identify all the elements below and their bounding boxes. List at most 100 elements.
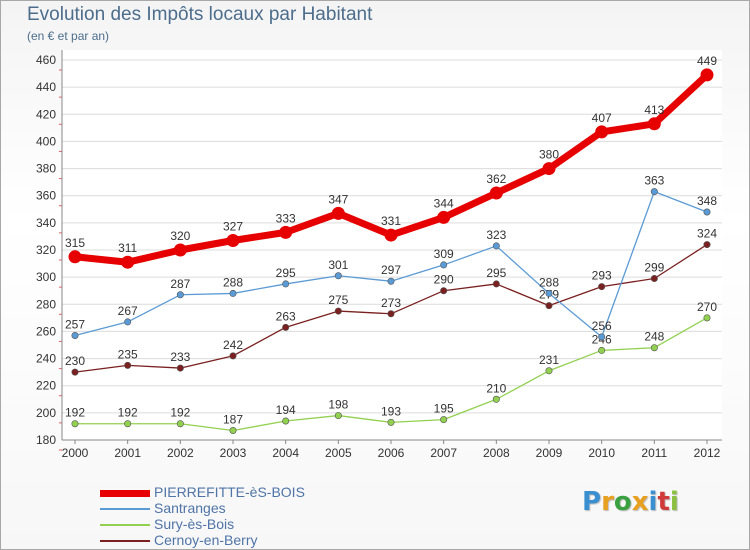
data-label: 311 (118, 241, 137, 255)
data-point (440, 261, 448, 269)
y-tick-label: 420 (36, 107, 56, 121)
data-point (492, 280, 500, 288)
data-point (650, 344, 658, 352)
data-point (229, 289, 237, 297)
series-3: 230235233242263275273290295279293299324 (65, 227, 717, 376)
data-point (176, 364, 184, 372)
data-label: 315 (65, 236, 85, 250)
data-label: 256 (592, 319, 612, 333)
data-point (545, 289, 553, 297)
data-point (437, 210, 451, 224)
data-label: 195 (434, 402, 454, 416)
legend-swatch (100, 524, 150, 526)
logo-letter: r (601, 487, 614, 517)
data-point (176, 420, 184, 428)
x-tick-label: 2007 (430, 446, 457, 460)
y-tick-label: 380 (36, 162, 56, 176)
data-label: 331 (381, 214, 401, 228)
data-label: 194 (276, 403, 296, 417)
legend-swatch (100, 490, 150, 497)
x-tick-label: 2008 (483, 446, 510, 460)
data-label: 380 (539, 148, 559, 162)
y-tick-label: 200 (36, 406, 56, 420)
data-point (492, 242, 500, 250)
data-point (384, 228, 398, 242)
logo-letter: o (613, 487, 632, 517)
plot-area (62, 50, 722, 440)
series-1: 257 267 287 288 295 301 297 309 323 288 256 363 348 (65, 174, 717, 341)
y-tick-label: 460 (36, 53, 56, 67)
data-label: 293 (592, 269, 612, 283)
data-point (124, 361, 132, 369)
legend-swatch (100, 540, 150, 542)
legend-label: PIERREFITTE-èS-BOIS (154, 484, 305, 500)
data-point (124, 318, 132, 326)
legend-label: Cernoy-en-Berry (154, 532, 258, 548)
x-tick-label: 2012 (694, 446, 721, 460)
logo-letter: x (631, 487, 649, 517)
data-label: 192 (65, 406, 85, 420)
data-label: 362 (486, 172, 506, 186)
y-tick-label: 260 (36, 324, 56, 338)
legend-item: Santranges (100, 500, 360, 517)
proxiti-logo: Proxiti (582, 487, 679, 517)
data-label: 295 (276, 266, 296, 280)
data-label: 407 (592, 111, 612, 125)
logo-letter: t (657, 487, 670, 517)
data-point (440, 416, 448, 424)
data-point (121, 255, 135, 269)
legend: PIERREFITTE-èS-BOIS Santranges Sury-ès-Boi… (100, 484, 360, 549)
data-point (647, 117, 661, 131)
data-label: 287 (170, 277, 190, 291)
data-label: 192 (118, 406, 138, 420)
x-tick-label: 2010 (588, 446, 615, 460)
data-point (229, 352, 237, 360)
data-point (595, 125, 609, 139)
data-point (331, 206, 345, 220)
data-label: 348 (697, 194, 717, 208)
data-label: 299 (644, 261, 664, 275)
data-point (703, 314, 711, 322)
data-point (545, 302, 553, 310)
chart-title: Evolution des Impôts locaux par Habitant (27, 4, 373, 25)
y-tick-label: 320 (36, 243, 56, 257)
data-point (387, 418, 395, 426)
data-label: 288 (223, 275, 243, 289)
legend-label: Santranges (154, 500, 226, 516)
y-tick-label: 400 (36, 134, 56, 148)
data-point (598, 333, 606, 341)
data-point (71, 420, 79, 428)
data-point (492, 395, 500, 403)
series-0: 315 311 320 327 333 347 331 344 362 380 407 413 449 (65, 54, 717, 269)
x-tick-label: 2009 (536, 446, 563, 460)
data-label: 242 (223, 338, 243, 352)
data-label: 267 (118, 304, 138, 318)
data-label: 193 (381, 404, 401, 418)
data-point (334, 307, 342, 315)
data-point (226, 234, 240, 247)
data-point (68, 250, 82, 264)
data-label: 257 (65, 318, 85, 332)
data-point (71, 368, 79, 376)
data-label: 324 (697, 227, 717, 241)
logo-letter: P (582, 487, 602, 517)
data-label: 323 (486, 228, 506, 242)
data-point (440, 287, 448, 295)
data-point (334, 272, 342, 280)
data-point (282, 323, 290, 331)
data-point (71, 331, 79, 339)
data-point (703, 208, 711, 216)
data-label: 288 (539, 275, 559, 289)
x-tick-label: 2006 (378, 446, 405, 460)
data-label: 290 (434, 273, 454, 287)
legend-swatch (100, 508, 150, 510)
data-point (489, 186, 503, 200)
data-label: 198 (328, 398, 348, 412)
data-label: 231 (539, 353, 559, 367)
y-tick-label: 300 (36, 270, 56, 284)
x-tick-label: 2000 (62, 446, 89, 460)
data-label: 273 (381, 296, 401, 310)
y-tick-label: 220 (36, 379, 56, 393)
data-label: 297 (381, 263, 401, 277)
